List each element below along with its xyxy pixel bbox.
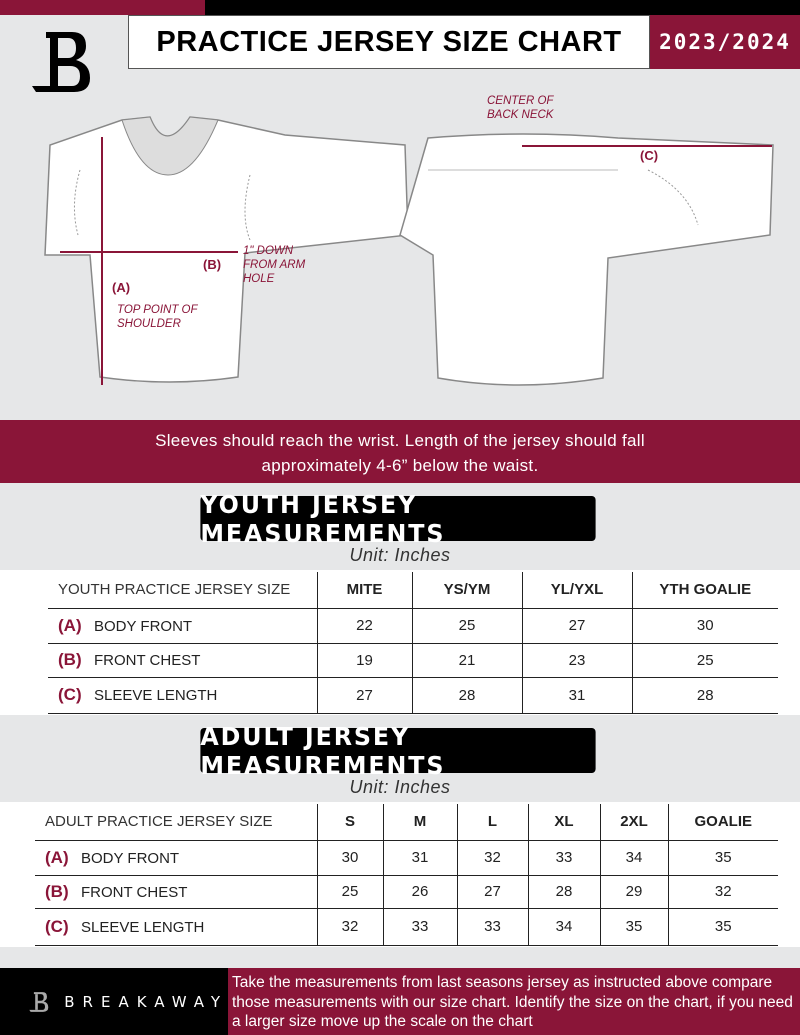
cell: 32 — [667, 875, 778, 909]
cell: 23 — [521, 643, 632, 678]
season-label: 2023/2024 — [650, 15, 800, 69]
instruction-line-1: Sleeves should reach the wrist. Length o… — [155, 431, 645, 450]
row-letter: (A) — [45, 847, 69, 867]
adult-size-table: ADULT PRACTICE JERSEY SIZE S M L XL 2XL … — [35, 804, 778, 946]
note-down-from-arm-hole: 1" DOWN FROM ARM HOLE — [243, 245, 306, 285]
page-title: PRACTICE JERSEY SIZE CHART — [128, 15, 650, 69]
table-header-row: YOUTH PRACTICE JERSEY SIZE MITE YS/YM YL… — [48, 572, 778, 609]
cell: 21 — [411, 643, 522, 678]
cell: 34 — [527, 908, 600, 946]
jersey-front-illustration — [44, 116, 409, 385]
top-accent-bar — [0, 0, 205, 15]
label-c: (C) — [640, 148, 659, 163]
column-header: ADULT PRACTICE JERSEY SIZE — [35, 804, 317, 841]
row-letter: (A) — [58, 615, 82, 635]
column-header: XL — [527, 804, 600, 841]
instruction-line-2: approximately 4-6” below the waist. — [261, 456, 539, 475]
row-label: BODY FRONT — [94, 617, 193, 635]
adult-section-title: ADULT JERSEY MEASUREMENTS — [200, 722, 596, 780]
youth-section-title: YOUTH JERSEY MEASUREMENTS — [200, 490, 596, 548]
cell: 32 — [316, 908, 383, 946]
breakaway-logo-small — [29, 991, 49, 1012]
row-letter: (B) — [58, 650, 82, 669]
table-row: (A) BODY FRONT 30 31 32 33 34 35 — [35, 840, 778, 876]
note-top-of-shoulder: TOP POINT OF SHOULDER — [117, 304, 198, 330]
adult-unit-label: Unit: Inches — [349, 777, 451, 797]
table-row: (C) SLEEVE LENGTH 32 33 33 34 35 35 — [35, 908, 778, 946]
table-row: (B) FRONT CHEST 25 26 27 28 29 32 — [35, 875, 778, 909]
cell: 35 — [667, 840, 778, 876]
column-header: M — [382, 804, 457, 841]
cell: 25 — [411, 608, 522, 644]
cell: 33 — [527, 840, 600, 876]
cell: 27 — [521, 608, 632, 644]
cell: 27 — [456, 875, 528, 909]
column-header: YL/YXL — [521, 572, 632, 609]
cell: 28 — [527, 875, 600, 909]
column-header: GOALIE — [667, 804, 778, 841]
cell: 30 — [631, 608, 778, 644]
cell: 31 — [521, 677, 632, 714]
cell: 28 — [631, 677, 778, 714]
instruction-banner: Sleeves should reach the wrist. Length o… — [0, 420, 800, 483]
cell: 26 — [382, 875, 457, 909]
column-header: YTH GOALIE — [631, 572, 778, 609]
cell: 35 — [599, 908, 668, 946]
cell: 35 — [667, 908, 778, 946]
column-header: YS/YM — [411, 572, 522, 609]
column-header: MITE — [316, 572, 412, 609]
table-row: (A) BODY FRONT 22 25 27 30 — [48, 608, 778, 644]
cell: 22 — [316, 608, 412, 644]
footer-instructions: Take the measurements from last seasons … — [228, 968, 800, 1035]
cell: 25 — [316, 875, 383, 909]
row-letter: (C) — [45, 916, 69, 936]
label-a: (A) — [112, 280, 131, 295]
row-label: FRONT CHEST — [81, 883, 188, 901]
row-label: SLEEVE LENGTH — [81, 918, 205, 936]
table-row: (B) FRONT CHEST 19 21 23 25 — [48, 643, 778, 678]
jersey-back-illustration — [399, 133, 774, 386]
row-letter: (B) — [45, 881, 69, 901]
cell: 28 — [411, 677, 522, 714]
row-letter: (C) — [58, 685, 82, 704]
cell: 34 — [599, 840, 668, 876]
youth-size-table: YOUTH PRACTICE JERSEY SIZE MITE YS/YM YL… — [48, 572, 778, 714]
note-center-back-neck: CENTER OF BACK NECK — [487, 95, 554, 121]
cell: 33 — [382, 908, 457, 946]
cell: 32 — [456, 840, 528, 876]
cell: 33 — [456, 908, 528, 946]
cell: 19 — [316, 643, 412, 678]
row-label: BODY FRONT — [81, 849, 180, 867]
youth-unit-label: Unit: Inches — [349, 545, 451, 565]
column-header: L — [456, 804, 528, 841]
cell: 30 — [316, 840, 383, 876]
footer-brand: BREAKAWAY — [0, 968, 228, 1035]
top-black-bar — [205, 0, 800, 15]
table-row: (C) SLEEVE LENGTH 27 28 31 28 — [48, 677, 778, 714]
column-header: S — [316, 804, 383, 841]
cell: 25 — [631, 643, 778, 678]
column-header: YOUTH PRACTICE JERSEY SIZE — [48, 572, 317, 609]
column-header: 2XL — [599, 804, 668, 841]
cell: 27 — [316, 677, 412, 714]
table-header-row: ADULT PRACTICE JERSEY SIZE S M L XL 2XL … — [35, 804, 778, 841]
cell: 29 — [599, 875, 668, 909]
label-b: (B) — [203, 257, 222, 272]
row-label: FRONT CHEST — [94, 652, 201, 669]
cell: 31 — [382, 840, 457, 876]
row-label: SLEEVE LENGTH — [94, 687, 218, 704]
breakaway-logo — [32, 32, 90, 92]
brand-name: BREAKAWAY — [64, 992, 228, 1011]
